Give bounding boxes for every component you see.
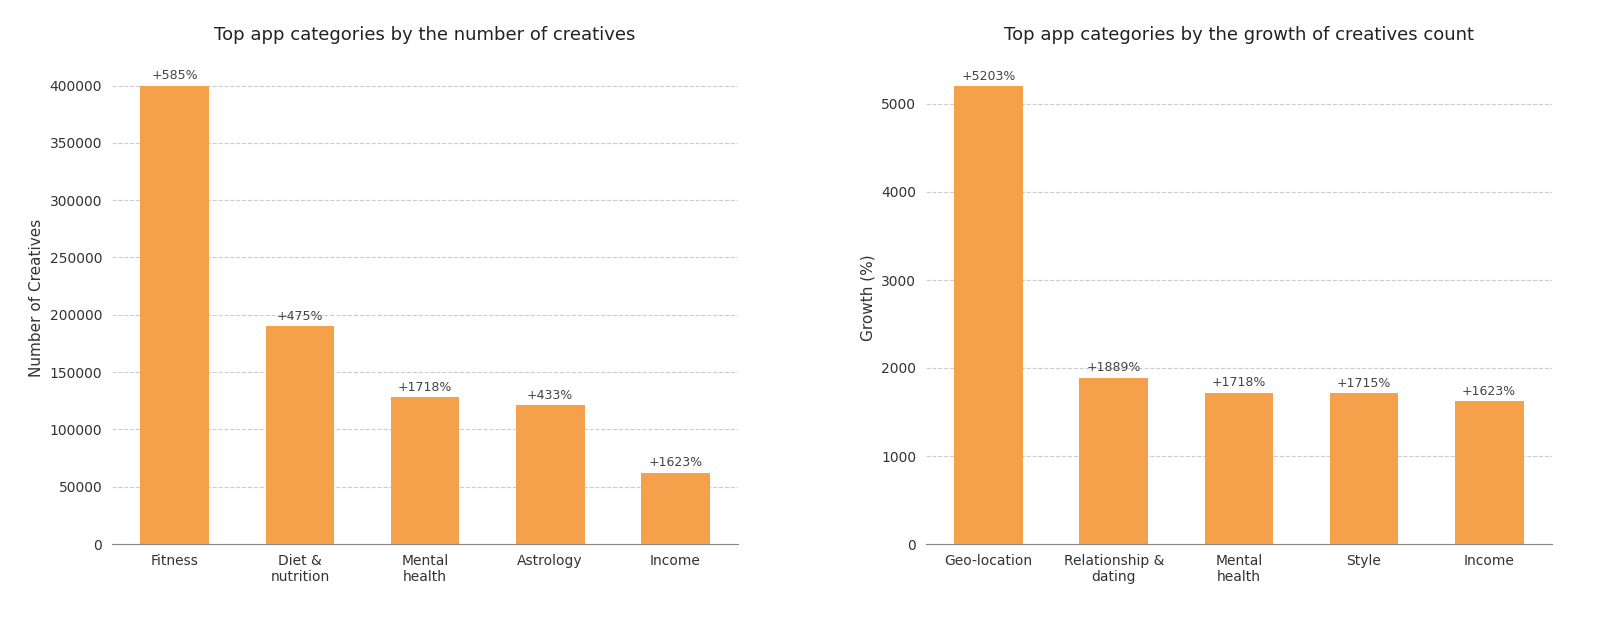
Title: Top app categories by the growth of creatives count: Top app categories by the growth of crea…: [1003, 26, 1474, 44]
Bar: [1330, 393, 1398, 544]
Y-axis label: Growth (%): Growth (%): [861, 254, 875, 341]
Text: +1718%: +1718%: [398, 381, 453, 394]
Bar: [1080, 378, 1149, 544]
Bar: [642, 473, 710, 544]
Bar: [954, 86, 1022, 544]
Bar: [515, 405, 584, 544]
Text: +5203%: +5203%: [962, 70, 1016, 83]
Title: Top app categories by the number of creatives: Top app categories by the number of crea…: [214, 26, 635, 44]
Text: +475%: +475%: [277, 310, 323, 323]
Bar: [141, 86, 210, 544]
Bar: [1454, 401, 1523, 544]
Bar: [390, 397, 459, 544]
Text: +1715%: +1715%: [1338, 376, 1392, 390]
Text: +585%: +585%: [152, 69, 198, 82]
Text: +1623%: +1623%: [1462, 385, 1517, 397]
Bar: [266, 326, 334, 544]
Text: +1718%: +1718%: [1211, 376, 1266, 389]
Text: +1623%: +1623%: [648, 456, 702, 470]
Text: +1889%: +1889%: [1086, 362, 1141, 374]
Y-axis label: Number of Creatives: Number of Creatives: [29, 218, 45, 377]
Bar: [1205, 393, 1274, 544]
Text: +433%: +433%: [526, 389, 573, 402]
